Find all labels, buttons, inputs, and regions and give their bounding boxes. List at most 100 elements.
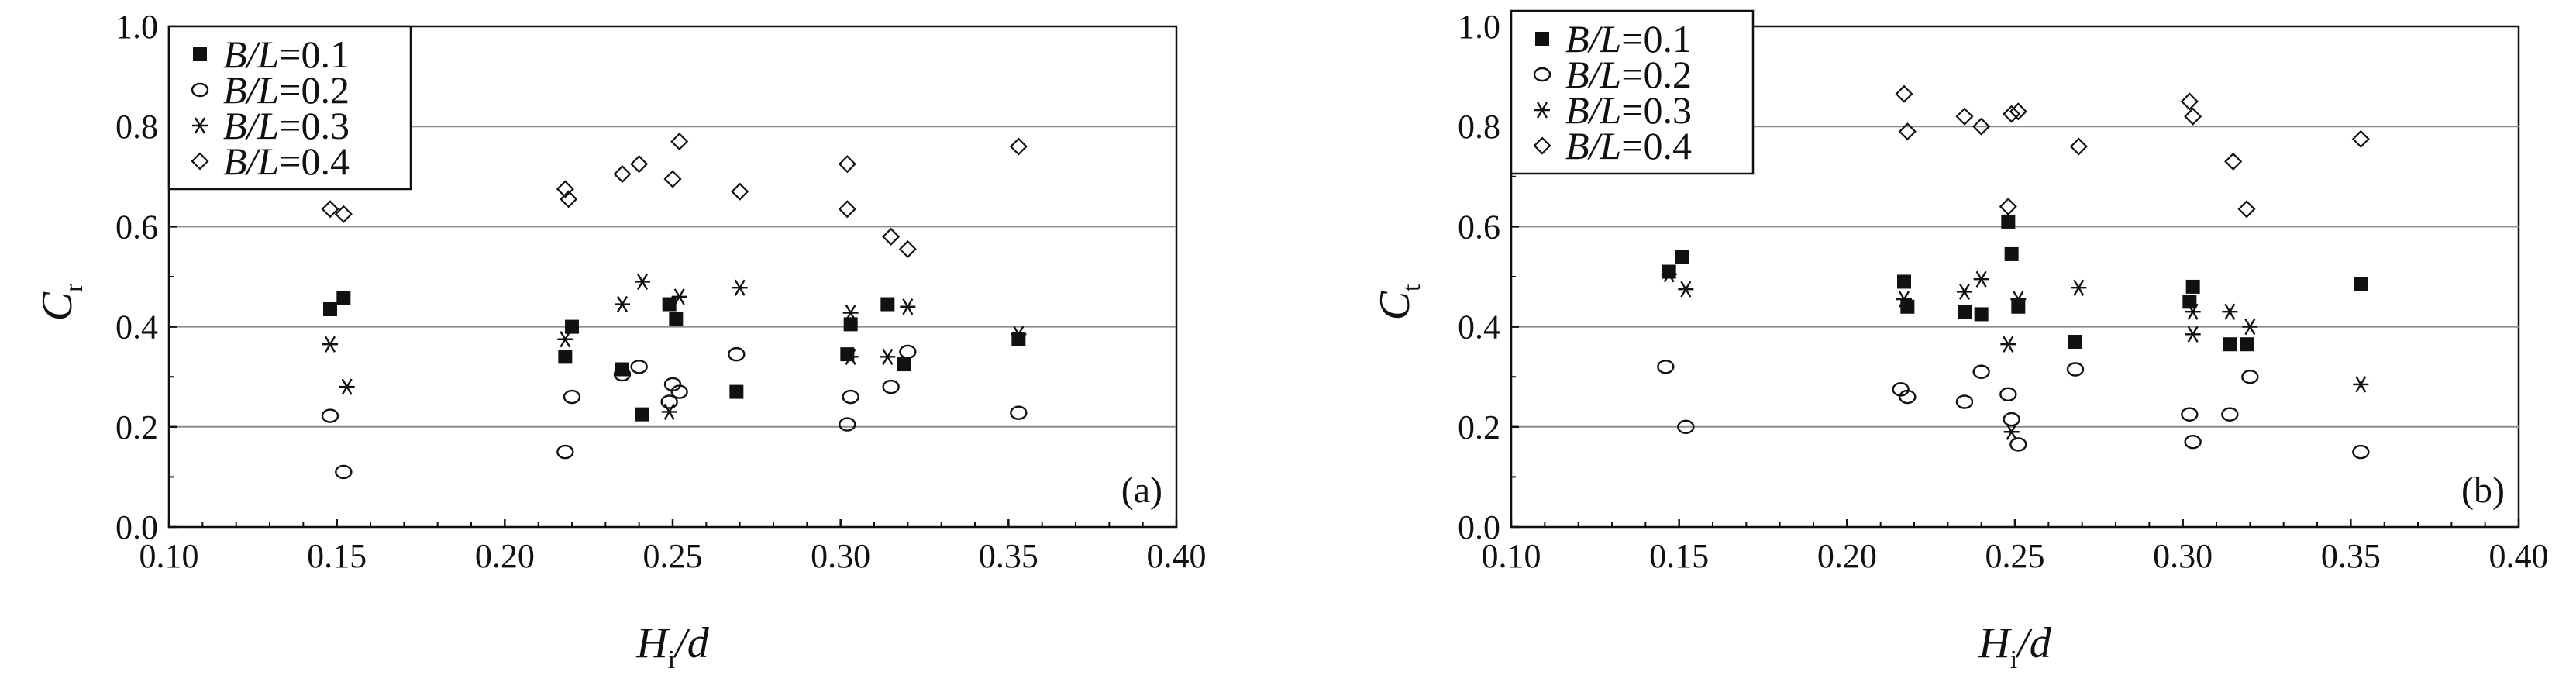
legend-label-var-b-0: B/L xyxy=(1565,17,1621,60)
legend-box-a xyxy=(167,25,412,191)
y-tick-label-a-2: 0.4 xyxy=(115,308,158,346)
point-a-s2-1 xyxy=(339,378,355,395)
point-b-s0-2 xyxy=(1897,274,1911,289)
point-b-s2-3 xyxy=(1957,283,1972,300)
point-a-s3-13 xyxy=(1009,137,1028,156)
legend-label-val-b-0: =0.1 xyxy=(1621,17,1692,60)
point-a-s2-11 xyxy=(900,298,916,315)
y-tick-label-b-0: 0.0 xyxy=(1458,508,1500,546)
legend-label-val-b-3: =0.4 xyxy=(1621,124,1692,167)
point-a-s1-12 xyxy=(882,379,900,394)
point-a-s0-10 xyxy=(843,317,858,332)
point-a-s0-6 xyxy=(662,297,677,312)
point-a-s3-4 xyxy=(613,165,632,184)
point-b-s3-2 xyxy=(1955,107,1974,126)
legend-label-val-b-1: =0.2 xyxy=(1621,53,1692,96)
point-a-s2-5 xyxy=(661,403,677,421)
x-axis-title-main-a: H xyxy=(635,619,670,667)
point-a-s0-7 xyxy=(669,312,684,326)
y-axis-title-sub-a: r xyxy=(60,283,88,292)
point-a-s0-5 xyxy=(635,407,649,422)
x-tick-label-a-4: 0.30 xyxy=(811,537,870,575)
y-tick-label-b-4: 0.8 xyxy=(1458,108,1500,146)
legend-a: B/L=0.1B/L=0.2B/L=0.3B/L=0.4 xyxy=(167,25,412,191)
point-a-s2-6 xyxy=(671,288,687,305)
legend-label-val-a-1: =0.2 xyxy=(279,68,350,112)
x-tick-label-a-5: 0.35 xyxy=(979,537,1038,575)
x-tick-label-a-1: 0.15 xyxy=(307,537,367,575)
y-tick-label-b-2: 0.4 xyxy=(1458,308,1500,346)
legend-marker-a-3 xyxy=(191,152,209,171)
x-axis-title-rest-a: /d xyxy=(673,619,710,667)
point-a-s3-7 xyxy=(670,133,689,151)
point-b-s1-10 xyxy=(2181,407,2199,422)
point-a-s1-13 xyxy=(899,344,917,360)
point-b-s2-9 xyxy=(2185,326,2201,343)
point-b-s3-9 xyxy=(2184,107,2202,126)
point-b-s1-11 xyxy=(2184,434,2202,450)
legend-label-var-a-2: B/L xyxy=(223,104,279,147)
point-b-s2-12 xyxy=(2242,318,2258,336)
point-b-s3-6 xyxy=(2009,102,2027,121)
y-axis-title-a: Cr xyxy=(33,283,88,321)
y-tick-label-a-1: 0.2 xyxy=(115,408,158,446)
panel-b: 0.0 0.2 0.4 0.6 0.8 1.0 0.10 0.15 0.20 0.25 0.30 0.… xyxy=(1371,8,2549,674)
legend-b: B/L=0.1B/L=0.2B/L=0.3B/L=0.4 xyxy=(1510,9,1755,175)
point-a-s1-3 xyxy=(563,389,581,405)
point-a-s1-9 xyxy=(728,346,746,362)
point-a-s1-0 xyxy=(321,408,339,423)
point-b-s1-5 xyxy=(1972,364,1990,379)
axis-ticks-b: 0.0 0.2 0.4 0.6 0.8 1.0 0.10 0.15 0.20 0.25 0.30 0.… xyxy=(1458,8,2549,575)
x-axis-title-sub-a: i xyxy=(668,646,675,674)
point-a-s0-11 xyxy=(880,297,895,312)
point-b-s0-12 xyxy=(2223,337,2237,352)
point-a-s0-13 xyxy=(1011,332,1026,346)
point-b-s2-0 xyxy=(1661,266,1677,283)
point-b-s3-4 xyxy=(1999,198,2017,216)
legend-label-var-b-2: B/L xyxy=(1565,88,1621,132)
legend-marker-b-1 xyxy=(1533,67,1551,82)
data-points-a xyxy=(321,133,1028,480)
point-a-s3-2 xyxy=(556,180,574,198)
point-a-s0-0 xyxy=(323,301,337,316)
point-a-s3-8 xyxy=(731,182,749,201)
legend-label-a-2: B/L=0.3 xyxy=(223,104,350,147)
x-tick-label-b-1: 0.15 xyxy=(1649,537,1709,575)
x-tick-label-b-2: 0.20 xyxy=(1817,537,1877,575)
point-b-s1-12 xyxy=(2221,407,2239,422)
point-a-s2-10 xyxy=(880,348,896,365)
point-a-s0-4 xyxy=(615,362,629,377)
point-b-s0-4 xyxy=(1958,305,1972,319)
point-b-s1-8 xyxy=(2009,437,2027,452)
point-a-s2-8 xyxy=(842,304,859,322)
x-tick-label-a-3: 0.25 xyxy=(643,537,703,575)
panel-label-a: (a) xyxy=(1121,470,1162,511)
point-a-s2-7 xyxy=(732,279,748,296)
point-b-s0-1 xyxy=(1675,250,1689,264)
point-a-s2-12 xyxy=(1011,326,1027,343)
legend-marker-b-2 xyxy=(1534,102,1550,119)
point-a-s3-3 xyxy=(560,190,578,208)
point-a-s1-8 xyxy=(670,384,688,399)
point-a-s3-6 xyxy=(663,170,682,188)
point-a-s0-3 xyxy=(565,319,579,334)
point-b-s1-6 xyxy=(1999,387,2017,402)
point-b-s1-14 xyxy=(2352,444,2370,460)
x-tick-label-b-4: 0.30 xyxy=(2153,537,2213,575)
y-tick-label-b-5: 1.0 xyxy=(1458,8,1500,46)
point-a-s1-10 xyxy=(839,417,856,432)
point-b-s0-11 xyxy=(2185,279,2200,294)
y-axis-title-main-a: C xyxy=(33,291,81,321)
legend-marker-b-3 xyxy=(1533,136,1551,155)
point-b-s0-3 xyxy=(1900,299,1915,314)
x-tick-label-b-6: 0.40 xyxy=(2489,537,2549,575)
point-a-s3-0 xyxy=(321,200,339,219)
point-a-s3-9 xyxy=(838,155,856,174)
x-tick-label-b-5: 0.35 xyxy=(2321,537,2381,575)
y-axis-title-b: Ct xyxy=(1371,284,1426,320)
x-axis-title-a: Hi/d xyxy=(635,619,709,674)
point-a-s0-8 xyxy=(729,384,744,399)
y-tick-label-b-3: 0.6 xyxy=(1458,208,1500,246)
point-a-s3-1 xyxy=(334,205,353,223)
